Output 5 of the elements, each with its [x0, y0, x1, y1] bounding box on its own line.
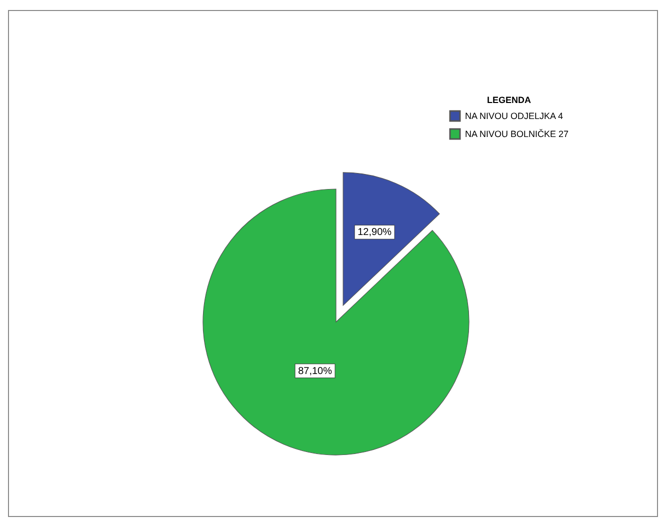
data-label: 12,90%: [358, 227, 392, 238]
legend-label: NA NIVOU ODJELJKA 4: [465, 111, 564, 121]
legend-title: LEGENDA: [486, 95, 532, 105]
legend-label: NA NIVOU BOLNIČKE 27: [465, 129, 569, 139]
data-label: 87,10%: [298, 366, 332, 377]
